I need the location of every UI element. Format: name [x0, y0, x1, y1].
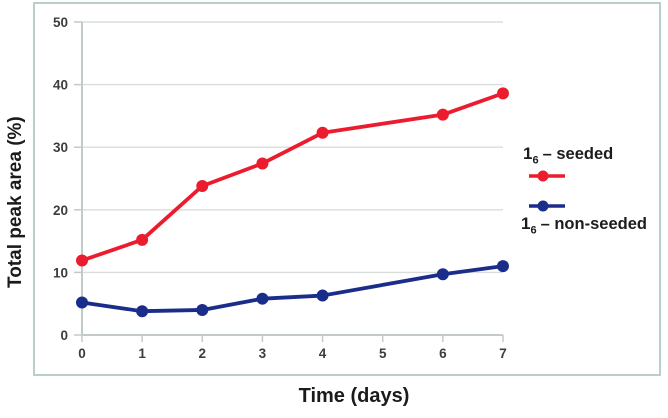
legend-subscript: 6 — [530, 224, 537, 237]
legend-label-non-seeded: 16– non-seeded — [521, 214, 647, 236]
legend-subscript: 6 — [532, 154, 539, 167]
legend-marker-non-seeded — [529, 200, 565, 212]
data-point-seeded — [136, 233, 149, 246]
data-point-seeded — [436, 108, 449, 121]
x-tick-label: 1 — [138, 346, 146, 361]
x-tick-label: 4 — [319, 346, 327, 361]
legend-compound: 1 — [523, 144, 533, 163]
y-tick-label: 20 — [53, 203, 68, 218]
data-point-seeded — [316, 126, 329, 139]
x-tick-label: 2 — [199, 346, 207, 361]
x-tick-label: 3 — [259, 346, 267, 361]
y-tick-label: 40 — [53, 78, 68, 93]
x-tick-label: 0 — [78, 346, 86, 361]
x-tick-label: 5 — [379, 346, 387, 361]
y-tick-label: 0 — [60, 328, 68, 343]
legend-dot-non-seeded — [537, 200, 549, 212]
x-tick-label: 6 — [439, 346, 447, 361]
y-tick-label: 30 — [53, 140, 68, 155]
data-point-seeded — [76, 254, 88, 267]
data-point-non-seeded — [76, 296, 88, 309]
x-tick-label: 7 — [499, 346, 507, 361]
data-point-seeded — [196, 180, 209, 193]
data-point-non-seeded — [316, 289, 329, 302]
legend-suffix: – non-seeded — [540, 215, 647, 233]
legend-suffix: – seeded — [542, 145, 614, 163]
legend-compound: 1 — [521, 214, 531, 233]
data-point-seeded — [256, 157, 269, 170]
legend-marker-seeded — [529, 170, 565, 182]
y-axis-title: Total peak area (%) — [5, 116, 26, 288]
y-tick-label: 10 — [53, 265, 68, 280]
data-point-non-seeded — [496, 260, 509, 273]
data-point-non-seeded — [436, 268, 449, 281]
legend-label-seeded: 16– seeded — [523, 144, 613, 166]
data-point-non-seeded — [196, 303, 209, 316]
legend-dot-seeded — [537, 170, 549, 182]
data-point-seeded — [496, 87, 509, 100]
y-tick-label: 50 — [53, 15, 68, 30]
data-point-non-seeded — [256, 292, 269, 305]
x-axis-title: Time (days) — [298, 385, 410, 407]
data-point-non-seeded — [136, 305, 149, 318]
